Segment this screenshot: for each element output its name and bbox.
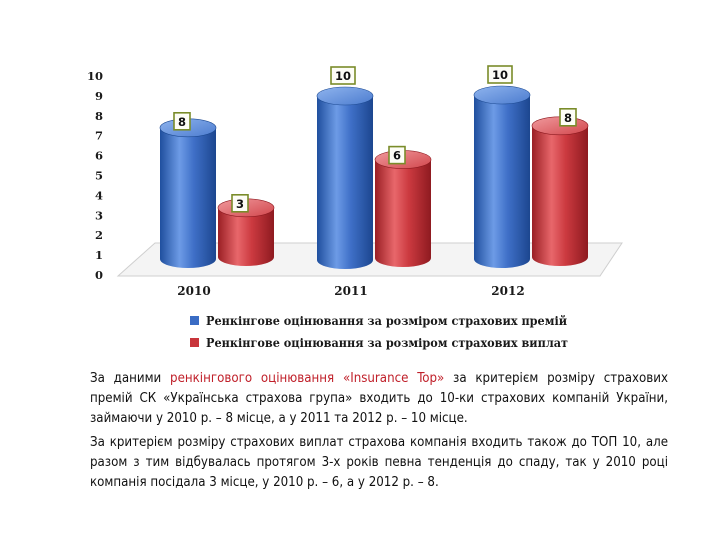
bar-body [375, 159, 431, 267]
y-tick-label: 9 [95, 89, 103, 103]
x-axis: 2010 2011 2012 [177, 284, 524, 298]
bar-top [316, 86, 374, 106]
description-text: За даними ренкінгового оцінювання «Insur… [90, 369, 668, 497]
data-label: 8 [559, 108, 577, 127]
data-label-box [487, 65, 513, 84]
bar-chart: 0 1 2 3 4 5 6 7 8 9 10 2010 2011 2012 8 10 10 3 6 8 [87, 65, 623, 298]
bar-body [218, 207, 274, 266]
x-tick-label: 2011 [334, 284, 367, 298]
bar-premiums-2010 [159, 118, 217, 268]
data-label: 10 [487, 65, 513, 84]
data-label: 10 [330, 66, 356, 85]
legend-swatch-red [190, 337, 199, 347]
legend-label-premiums: Ренкінгове оцінювання за розміром страхо… [206, 312, 568, 328]
x-tick-label: 2010 [177, 284, 210, 298]
data-label-text: 6 [393, 149, 401, 163]
rating-name-highlight: ренкінгового оцінювання «Insurance Top» [170, 371, 445, 386]
bar-body [532, 125, 588, 266]
y-tick-label: 5 [95, 169, 103, 183]
paragraph-1-prefix: За даними [90, 371, 171, 386]
data-label-text: 10 [492, 68, 508, 82]
bar-body [160, 127, 216, 268]
y-tick-label: 0 [95, 268, 103, 282]
data-label-text: 8 [178, 115, 186, 129]
legend-swatch-blue [190, 315, 199, 325]
y-tick-label: 8 [95, 109, 103, 123]
bar-body [474, 95, 530, 268]
bar-premiums-2012 [473, 85, 531, 268]
data-label-text: 8 [564, 111, 572, 125]
y-tick-label: 2 [95, 228, 103, 242]
data-label-text: 3 [236, 197, 244, 211]
legend-label-payouts: Ренкінгове оцінювання за розміром страхо… [206, 334, 569, 350]
legend-item-premiums: Ренкінгове оцінювання за розміром страхо… [190, 309, 608, 331]
data-label-box [330, 66, 356, 85]
y-tick-label: 7 [95, 129, 103, 143]
legend-item-payouts: Ренкінгове оцінювання за розміром страхо… [190, 331, 608, 353]
bar-payouts-2012 [531, 116, 589, 266]
y-axis: 0 1 2 3 4 5 6 7 8 9 10 [87, 69, 103, 282]
bar-top [473, 85, 531, 105]
data-label-box [559, 108, 577, 127]
data-label-box [388, 145, 406, 165]
bar-payouts-2011 [374, 150, 432, 267]
data-label: 3 [231, 194, 249, 213]
y-tick-label: 6 [95, 149, 103, 163]
paragraph-2: За критерієм розміру страхових виплат ст… [90, 435, 668, 490]
data-label: 8 [173, 112, 191, 131]
chart-legend: Ренкінгове оцінювання за розміром страхо… [190, 309, 608, 353]
data-label-text: 10 [335, 69, 351, 83]
y-tick-label: 3 [95, 208, 103, 222]
x-tick-label: 2012 [491, 284, 524, 298]
y-tick-label: 1 [95, 248, 103, 262]
y-tick-label: 10 [87, 69, 103, 83]
paragraph-1-rest: за критерієм розміру страхових премій СК… [90, 371, 668, 426]
data-label-box [231, 194, 249, 213]
bar-body [317, 96, 373, 269]
bars [159, 85, 589, 269]
y-tick-label: 4 [95, 188, 103, 202]
data-labels: 8 10 10 3 6 8 [173, 65, 577, 213]
bar-premiums-2011 [316, 86, 374, 269]
paragraph-1: За даними ренкінгового оцінювання «Insur… [90, 369, 668, 429]
data-label: 6 [388, 145, 406, 165]
data-label-box [173, 112, 191, 131]
